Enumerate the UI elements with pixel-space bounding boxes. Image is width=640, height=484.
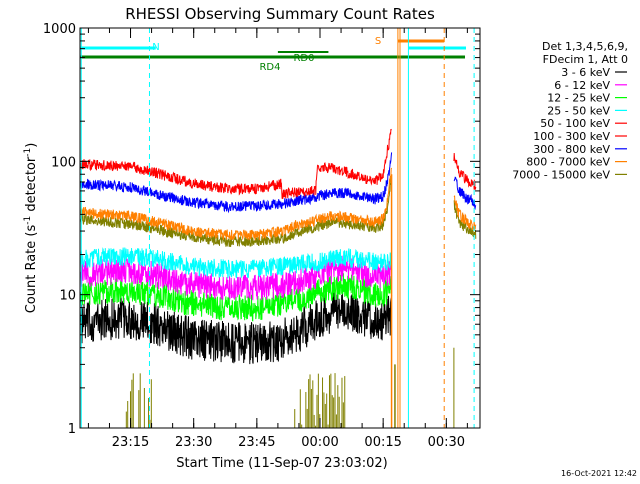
x-tick-label: 00:15 <box>364 435 401 450</box>
legend-entry-label: 50 - 100 keV <box>540 117 610 130</box>
legend-entry-label: 7000 - 15000 keV <box>512 168 610 181</box>
legend-entry-label: 100 - 300 keV <box>533 130 610 143</box>
footer-timestamp: 16-Oct-2021 12:42 <box>561 469 637 478</box>
y-tick-label: 10 <box>59 289 76 304</box>
x-tick-label: 00:30 <box>428 435 465 450</box>
series-line <box>453 152 477 190</box>
rd4-label: RD4 <box>259 62 280 73</box>
legend-header: Det 1,3,4,5,6,9, <box>542 40 628 53</box>
y-axis-label: Count Rate (s-1 detector-1) <box>23 143 39 314</box>
series-line <box>79 128 392 200</box>
legend-entry-label: 3 - 6 keV <box>561 66 610 79</box>
y-axis-label-end: ) <box>24 143 39 148</box>
series-line <box>79 167 477 241</box>
series-line <box>79 291 393 365</box>
legend-entry-label: 12 - 25 keV <box>547 92 610 105</box>
y-tick-label: 1000 <box>43 22 76 37</box>
x-tick-label: 00:00 <box>301 435 338 450</box>
x-tick-label: 23:30 <box>175 435 212 450</box>
y-axis-label-mid: detector <box>24 156 39 216</box>
y-tick-label: 100 <box>51 155 76 170</box>
y-axis-label-sup2: -1 <box>23 148 33 157</box>
y-tick-label: 1 <box>68 422 76 437</box>
x-tick-label: 23:45 <box>238 435 275 450</box>
x-axis-label: Start Time (11-Sep-07 23:03:02) <box>176 456 387 471</box>
legend-entry-label: 25 - 50 keV <box>547 104 610 117</box>
series-line <box>79 247 393 279</box>
legend-header: FDecim 1, Att 0 <box>543 53 628 66</box>
legend: Det 1,3,4,5,6,9,FDecim 1, Att 03 - 6 keV… <box>512 40 628 181</box>
y-axis-label-sup1: -1 <box>23 216 33 225</box>
series-line <box>79 152 477 214</box>
rd0-label: RD0 <box>293 53 314 64</box>
saa-label: S <box>375 36 381 47</box>
legend-entry-label: 6 - 12 keV <box>554 79 610 92</box>
plot-frame <box>79 27 481 429</box>
x-tick-label: 23:15 <box>112 435 149 450</box>
legend-entry-label: 300 - 800 keV <box>533 143 610 156</box>
legend-entry-label: 800 - 7000 keV <box>526 156 610 169</box>
night-label: N <box>152 42 159 53</box>
y-axis-label-main: Count Rate (s <box>24 225 39 314</box>
series-line <box>79 255 393 301</box>
chart-title: RHESSI Observing Summary Count Rates <box>125 5 435 23</box>
